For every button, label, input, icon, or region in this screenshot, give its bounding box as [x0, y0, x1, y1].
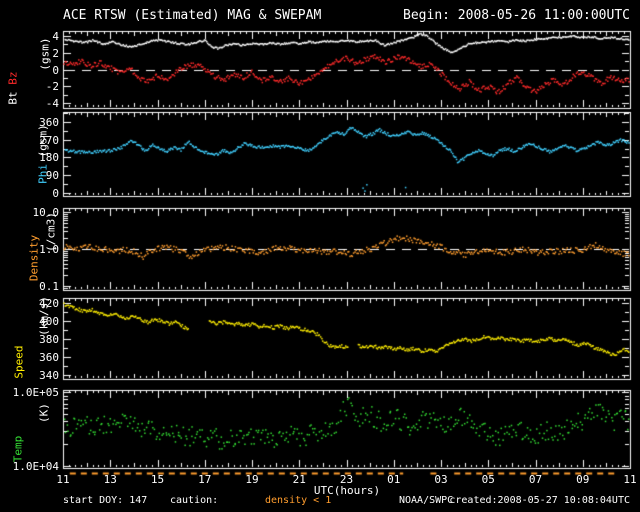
axis-label-part: Bz [6, 71, 20, 85]
y-tick-label: 0 [52, 186, 59, 200]
y-axis-label-bt-bz: (gsm) [39, 37, 52, 70]
y-tick-label: -4 [45, 96, 59, 110]
x-tick-label: 17 [198, 473, 212, 486]
y-tick-label: 1.0 [39, 242, 59, 256]
y-tick-label: 4 [52, 29, 59, 43]
y-tick-label: 180 [39, 150, 59, 164]
y-tick-label: 420 [39, 296, 59, 310]
axis-label-part: Density [27, 234, 41, 282]
x-axis-title: UTC(hours) [313, 484, 381, 497]
axis-label-part: Speed [12, 345, 26, 379]
caution-label: caution: [170, 495, 219, 506]
y-tick-label: 340 [39, 368, 59, 382]
x-tick-label: 05 [481, 473, 495, 486]
x-tick-label: 03 [434, 473, 448, 486]
x-tick-label: 11 [56, 473, 70, 486]
y-axis-label-phi: Phi (gsm) [37, 124, 50, 184]
axis-label-part: Temp [11, 435, 25, 463]
x-tick-label: 13 [103, 473, 117, 486]
x-tick-label: 21 [292, 473, 306, 486]
x-tick-label: 01 [387, 473, 401, 486]
y-tick-label: 90 [45, 168, 59, 182]
x-tick-label: 19 [245, 473, 259, 486]
y-axis-label-temp: (K) [38, 403, 51, 423]
y-axis-label-density: (/cm3) [45, 212, 58, 252]
y-axis-label-speed: Speed [13, 345, 26, 378]
y-tick-label: -2 [45, 79, 59, 93]
start-doy-label: start DOY: 147 [63, 495, 148, 506]
axis-label-part: (/cm3) [44, 212, 58, 252]
y-axis-label-temp: Temp [12, 436, 25, 463]
page-title: ACE RTSW (Estimated) MAG & SWEPAM [63, 8, 322, 23]
created-timestamp: created:2008-05-27 10:08:04UTC [449, 495, 630, 506]
caution-value: density < 1 [265, 495, 332, 506]
x-tick-label: 15 [150, 473, 165, 486]
axis-label-part: (gsm) [36, 124, 50, 158]
axis-label-part: (K) [37, 403, 51, 423]
y-tick-label: 0.1 [39, 279, 59, 293]
y-tick-label: 360 [39, 115, 59, 129]
y-tick-label: 380 [39, 332, 59, 346]
agency-label: NOAA/SWPC [399, 495, 454, 506]
x-tick-label: 23 [339, 473, 354, 486]
axis-label-part: (km/s) [37, 296, 51, 336]
y-tick-label: 360 [39, 350, 59, 364]
y-tick-label: 1.0E+05 [12, 385, 59, 399]
y-axis-label-speed: (km/s) [38, 296, 51, 336]
axis-label-part: (gsm) [38, 37, 52, 71]
axis-label-part: Phi [36, 157, 50, 184]
begin-timestamp: Begin: 2008-05-26 11:00:00UTC [403, 8, 630, 23]
y-axis-label-bt-bz: Bt Bz [7, 71, 20, 104]
y-axis-label-density: Density [28, 235, 41, 281]
axis-label-part: Bt [6, 84, 20, 105]
y-tick-label: 2 [52, 46, 59, 60]
y-tick-label: 1.0E+04 [12, 459, 59, 473]
y-tick-label: 400 [39, 314, 59, 328]
y-tick-label: 10.0 [32, 205, 60, 219]
y-tick-label: 270 [39, 133, 59, 147]
x-tick-label: 07 [528, 473, 543, 486]
x-tick-label: 09 [576, 473, 590, 486]
x-tick-label: 11 [623, 473, 637, 486]
y-tick-label: 0 [52, 63, 59, 77]
